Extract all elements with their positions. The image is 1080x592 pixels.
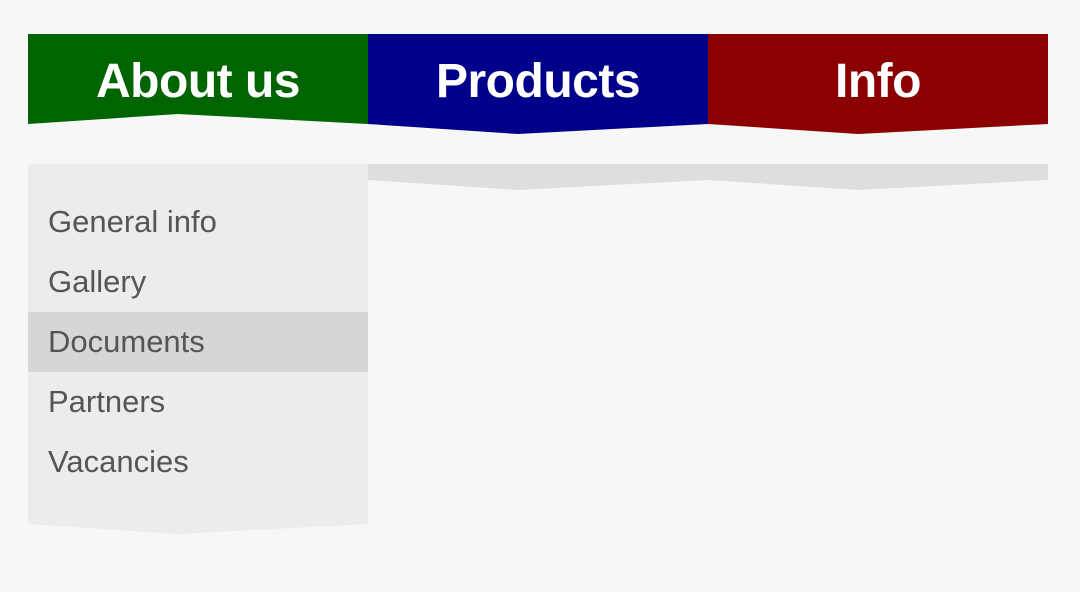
tab-products-background [368,34,708,134]
submenu-item-partners[interactable]: Partners [48,384,166,419]
main-nav: About us Products Info [28,34,1048,134]
submenu-item-vacancies[interactable]: Vacancies [48,444,189,479]
submenu-strip [368,164,1048,190]
submenu-item-general-info[interactable]: General info [48,204,217,239]
tab-info[interactable]: Info [708,34,1048,134]
submenu-item-gallery[interactable]: Gallery [48,264,147,299]
submenu-list: General info Gallery Documents Partners … [28,192,368,492]
submenu-strip-shape [368,164,1048,190]
tab-info-label: Info [835,55,921,108]
tab-products-label: Products [435,55,641,108]
submenu-item-documents[interactable]: Documents [28,312,368,372]
tab-about-us[interactable]: About us [28,34,368,134]
about-us-submenu: General info Gallery Documents Partners … [28,164,368,534]
tab-about-us-background [28,34,368,124]
tab-products[interactable]: Products [368,34,708,134]
tab-info-background [708,34,1048,134]
tab-about-us-label: About us [96,55,300,108]
